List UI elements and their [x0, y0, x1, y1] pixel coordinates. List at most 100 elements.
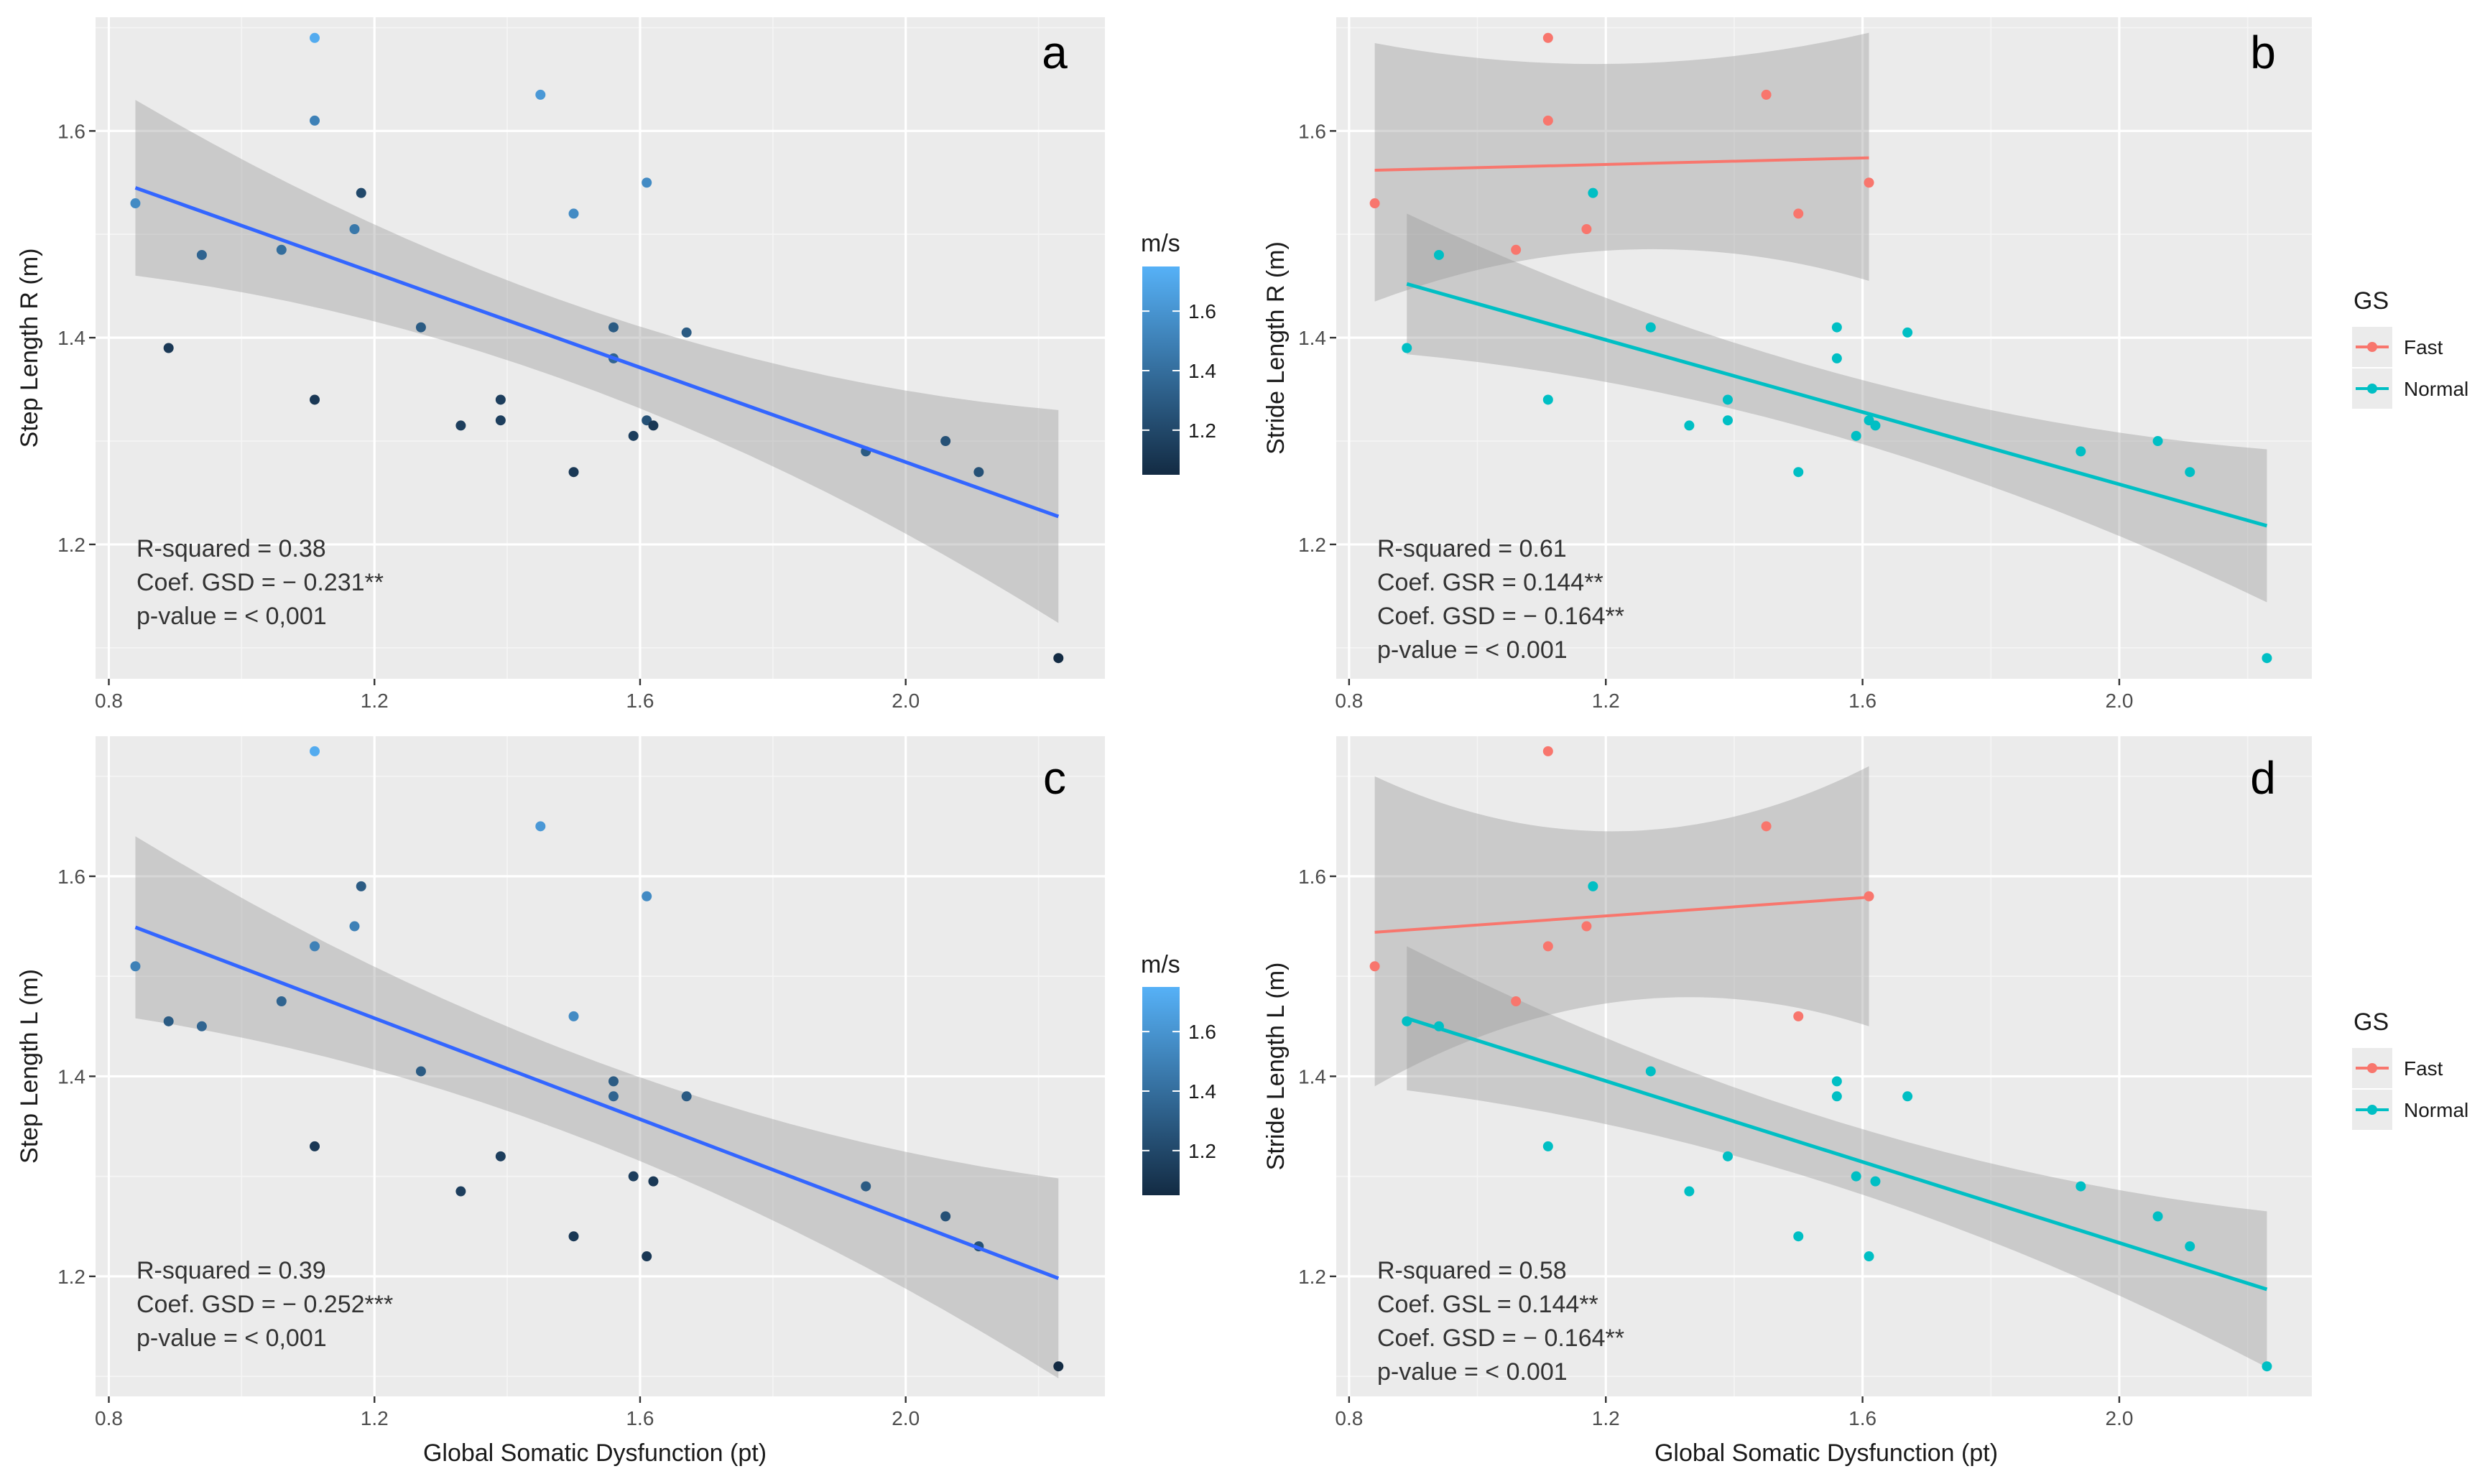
x-tick-label: 1.2 — [1592, 1407, 1620, 1429]
data-point — [628, 430, 639, 441]
data-point — [356, 187, 366, 198]
x-tick-label: 1.6 — [626, 1407, 654, 1429]
data-point — [130, 198, 141, 209]
data-point — [608, 1091, 619, 1102]
data-point — [1053, 653, 1064, 664]
colorbar-tick-label: 1.2 — [1188, 419, 1216, 442]
data-point — [310, 941, 320, 952]
data-point-fast — [1542, 32, 1553, 43]
fit-line-normal-d — [1406, 1016, 2268, 1291]
data-point — [628, 1171, 639, 1182]
annotation-line: Coef. GSD = − 0.164** — [1377, 603, 1624, 630]
data-point-normal — [1831, 353, 1842, 363]
data-point — [349, 224, 360, 235]
annotation-line: R-squared = 0.38 — [136, 535, 326, 562]
data-point-normal — [1722, 1151, 1733, 1161]
data-point — [349, 921, 360, 932]
ribbon-fast-b — [1374, 32, 1869, 302]
colorbar-tick-label: 1.6 — [1188, 1021, 1216, 1043]
panel-bg-c — [96, 736, 1105, 1396]
fit-line-lm-a — [134, 186, 1060, 519]
y-tick-label: 1.4 — [57, 1065, 85, 1088]
data-point-fast — [1793, 208, 1804, 219]
ribbon-fast-d — [1374, 766, 1869, 1087]
data-point-normal — [1831, 322, 1842, 333]
data-point-normal — [1870, 1176, 1881, 1187]
data-point — [568, 208, 579, 219]
y-tick-label: 1.4 — [1298, 327, 1326, 349]
data-point-normal — [2075, 1181, 2086, 1192]
x-tick-label: 2.0 — [2106, 690, 2134, 712]
x-tick-label: 0.8 — [95, 1407, 123, 1429]
colorbar-title-a: m/s — [1141, 230, 1180, 257]
data-point — [1053, 1361, 1064, 1372]
data-point-fast — [1581, 921, 1592, 932]
legend-label-normal-b: Normal — [2404, 378, 2468, 400]
data-point — [648, 1176, 659, 1187]
data-point-normal — [2185, 467, 2195, 478]
data-point — [415, 322, 426, 333]
colorbar-title-c: m/s — [1141, 951, 1180, 978]
colorbar-tick-label: 1.6 — [1188, 300, 1216, 323]
x-tick-label: 2.0 — [892, 690, 920, 712]
data-point — [642, 177, 652, 188]
data-point-normal — [1851, 1171, 1861, 1182]
data-point-normal — [1684, 420, 1695, 431]
data-point — [163, 343, 174, 353]
data-point — [940, 1211, 951, 1222]
annotation-line: Coef. GSD = − 0.231** — [136, 569, 384, 596]
panel-tag-d: d — [2250, 752, 2276, 804]
data-point-normal — [1588, 187, 1598, 198]
y-tick-label: 1.4 — [1298, 1065, 1326, 1088]
ribbon-normal-d — [1407, 946, 2267, 1368]
fit-line-fast-d — [1374, 896, 1869, 934]
data-point-fast — [1864, 177, 1874, 188]
annotation-line: p-value = < 0.001 — [1377, 636, 1568, 664]
x-tick-label: 0.8 — [1335, 690, 1363, 712]
panel-a: 0.8 1.2 1.6 2.0 1.2 1.4 1.6 Step Length R (m) a R… — [16, 17, 1105, 712]
legend-key-dot-normal-d — [2367, 1105, 2377, 1115]
y-axis-title-d: Stride Length L (m) — [1262, 963, 1290, 1171]
y-tick-label: 1.6 — [57, 120, 85, 142]
annotation-line: Coef. GSD = − 0.252*** — [136, 1291, 393, 1318]
y-tick-label: 1.2 — [1298, 534, 1326, 556]
colorbar-c: m/s 1.2 1.4 1.6 — [1141, 951, 1216, 1195]
annotation-line: Coef. GSD = − 0.164** — [1377, 1325, 1624, 1352]
data-point-fast — [1793, 1011, 1804, 1021]
x-tick-label: 2.0 — [2106, 1407, 2134, 1429]
data-point-normal — [1864, 1251, 1874, 1262]
legend-b: GS Fast Normal — [2352, 287, 2468, 409]
x-tick-label: 1.6 — [626, 690, 654, 712]
legend-title-d: GS — [2354, 1008, 2389, 1036]
data-point — [130, 961, 141, 972]
data-point-fast — [1542, 941, 1553, 952]
data-point — [973, 467, 984, 478]
panel-d: 0.8 1.2 1.6 2.0 1.2 1.4 1.6 Stride Length L (m)… — [1262, 736, 2312, 1429]
panel-c: 0.8 1.2 1.6 2.0 1.2 1.4 1.6 Step Length L (m) c R… — [16, 736, 1105, 1429]
data-point-normal — [2262, 653, 2272, 664]
data-point — [310, 115, 320, 126]
data-point-normal — [1645, 1066, 1656, 1077]
data-point — [356, 881, 366, 891]
data-point-normal — [2185, 1241, 2195, 1252]
y-tick-label: 1.6 — [1298, 120, 1326, 142]
data-point — [310, 1141, 320, 1151]
legend-key-dot-normal-b — [2367, 384, 2377, 394]
data-point-normal — [2075, 446, 2086, 457]
panel-b: 0.8 1.2 1.6 2.0 1.2 1.4 1.6 Stride Length R (m)… — [1262, 17, 2312, 712]
legend-d: GS Fast Normal — [2352, 1008, 2468, 1130]
data-point — [681, 327, 692, 338]
data-point — [276, 244, 287, 255]
y-tick-label: 1.2 — [57, 534, 85, 556]
annotation-line: p-value = < 0.001 — [1377, 1358, 1568, 1386]
ribbon-normal-b — [1407, 213, 2267, 603]
panel-bg-a — [96, 17, 1105, 679]
data-point — [310, 746, 320, 756]
data-point — [648, 420, 659, 431]
data-point — [455, 1186, 466, 1197]
data-point-normal — [1902, 327, 1913, 338]
y-tick-label: 1.2 — [1298, 1266, 1326, 1288]
annotation-line: p-value = < 0,001 — [136, 603, 327, 630]
data-point — [495, 415, 506, 426]
